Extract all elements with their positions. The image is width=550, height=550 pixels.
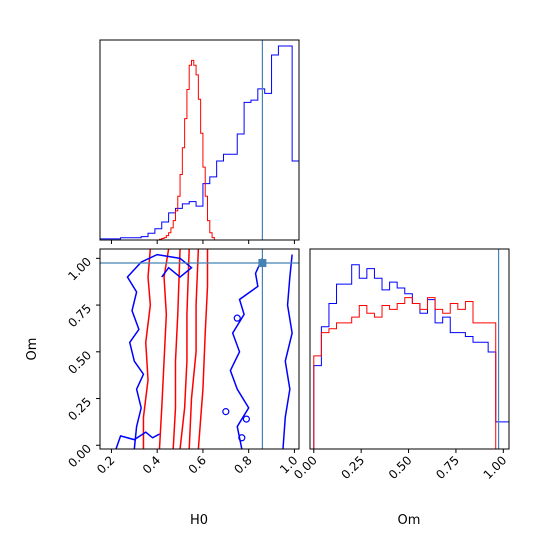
contour-ytick-label: 0.00 xyxy=(65,441,94,470)
om-hist-blue-step xyxy=(313,264,509,449)
contour-blue-island xyxy=(242,415,250,423)
contour-xtick-label: 0.6 xyxy=(186,453,209,476)
om-hist-xtick-label: 0.50 xyxy=(386,453,415,482)
contour-red-line xyxy=(188,249,200,449)
h0-hist-series xyxy=(100,45,299,240)
h0-hist-blue-step xyxy=(100,45,299,240)
om-hist-red-step xyxy=(313,297,509,449)
h0-hist-frame xyxy=(99,39,300,241)
x-axis-label-h0: H0 xyxy=(190,513,208,528)
contour-frame xyxy=(99,248,300,450)
om-hist-xtick-label: 0.25 xyxy=(339,453,368,482)
contour-xtick-label: 0.4 xyxy=(140,453,163,476)
contour-red-line xyxy=(172,249,181,449)
contour-blue-line xyxy=(282,254,293,449)
y-axis-label-om: Om xyxy=(25,338,40,361)
contour-blue-line xyxy=(229,258,264,449)
contour-ytick-label: 0.50 xyxy=(65,348,94,377)
h0-om-contour-panel: 0.2 0.4 0.6 0.8 1.00.000.250.500.751.00 xyxy=(65,248,301,477)
contour-blue-island xyxy=(222,408,230,416)
h0-histogram-panel xyxy=(99,39,300,244)
contour-red-line xyxy=(158,249,170,449)
contour-blue-island xyxy=(238,434,246,442)
om-hist-xtick-label: 0.00 xyxy=(291,453,320,482)
contour-ytick-label: 0.25 xyxy=(65,395,94,424)
contour-blue-island xyxy=(233,314,241,322)
contour-blue-line xyxy=(115,431,160,449)
x-axis-label-om: Om xyxy=(398,513,421,528)
contour-series xyxy=(115,249,293,449)
contour-red-line xyxy=(197,249,209,449)
om-hist-frame xyxy=(309,248,510,450)
contour-ytick-label: 0.75 xyxy=(65,301,94,330)
om-histogram-panel: 0.00 0.25 0.50 0.75 1.00 xyxy=(291,248,510,482)
h0-hist-red-step xyxy=(100,59,299,240)
contour-xtick-label: 0.8 xyxy=(231,453,254,476)
contour-xtick-label: 0.2 xyxy=(94,453,117,476)
om-hist-xtick-label: 1.00 xyxy=(481,453,510,482)
contour-ytick-label: 1.00 xyxy=(65,255,94,284)
om-hist-xtick-label: 0.75 xyxy=(433,453,462,482)
contour-red-line xyxy=(179,249,190,449)
contour-truth-marker xyxy=(258,259,267,268)
contour-blue-line xyxy=(126,253,193,449)
om-hist-series xyxy=(313,264,509,449)
contour-red-line xyxy=(142,249,152,449)
